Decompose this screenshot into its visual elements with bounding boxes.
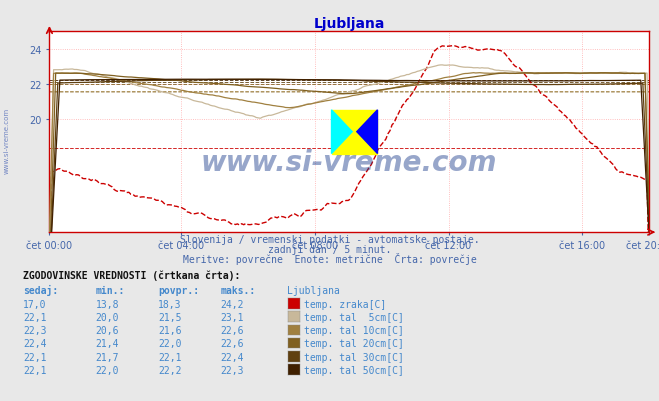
- Text: sedaj:: sedaj:: [23, 285, 58, 296]
- Text: 22,0: 22,0: [158, 338, 182, 348]
- Text: temp. tal 20cm[C]: temp. tal 20cm[C]: [304, 338, 404, 348]
- Text: zadnji dan / 5 minut.: zadnji dan / 5 minut.: [268, 245, 391, 255]
- Text: ZGODOVINSKE VREDNOSTI (črtkana črta):: ZGODOVINSKE VREDNOSTI (črtkana črta):: [23, 270, 241, 281]
- Text: temp. tal  5cm[C]: temp. tal 5cm[C]: [304, 312, 404, 322]
- Bar: [331, 111, 378, 154]
- Text: temp. zraka[C]: temp. zraka[C]: [304, 299, 386, 309]
- Text: 21,4: 21,4: [96, 338, 119, 348]
- Text: 22,1: 22,1: [158, 352, 182, 362]
- Text: temp. tal 10cm[C]: temp. tal 10cm[C]: [304, 325, 404, 335]
- Text: 22,0: 22,0: [96, 365, 119, 375]
- Text: 22,6: 22,6: [221, 338, 244, 348]
- Text: 18,3: 18,3: [158, 299, 182, 309]
- Text: 22,3: 22,3: [221, 365, 244, 375]
- Text: Meritve: povrečne  Enote: metrične  Črta: povrečje: Meritve: povrečne Enote: metrične Črta: …: [183, 253, 476, 265]
- Text: 22,2: 22,2: [158, 365, 182, 375]
- Text: 13,8: 13,8: [96, 299, 119, 309]
- Text: 22,1: 22,1: [23, 352, 47, 362]
- Text: www.si-vreme.com: www.si-vreme.com: [201, 148, 498, 176]
- Text: 22,1: 22,1: [23, 312, 47, 322]
- Text: temp. tal 30cm[C]: temp. tal 30cm[C]: [304, 352, 404, 362]
- Text: 20,6: 20,6: [96, 325, 119, 335]
- Text: 23,1: 23,1: [221, 312, 244, 322]
- Text: 22,6: 22,6: [221, 325, 244, 335]
- Text: temp. tal 50cm[C]: temp. tal 50cm[C]: [304, 365, 404, 375]
- Text: 24,2: 24,2: [221, 299, 244, 309]
- Title: Ljubljana: Ljubljana: [314, 17, 385, 31]
- Polygon shape: [357, 111, 378, 154]
- Polygon shape: [331, 111, 352, 154]
- Text: povpr.:: povpr.:: [158, 286, 199, 296]
- Text: min.:: min.:: [96, 286, 125, 296]
- Text: 17,0: 17,0: [23, 299, 47, 309]
- Text: Ljubljana: Ljubljana: [287, 286, 339, 296]
- Text: 21,7: 21,7: [96, 352, 119, 362]
- Text: maks.:: maks.:: [221, 286, 256, 296]
- Text: www.si-vreme.com: www.si-vreme.com: [3, 107, 10, 173]
- Text: 20,0: 20,0: [96, 312, 119, 322]
- Text: 22,4: 22,4: [23, 338, 47, 348]
- Text: 22,4: 22,4: [221, 352, 244, 362]
- Text: 22,1: 22,1: [23, 365, 47, 375]
- Text: 21,5: 21,5: [158, 312, 182, 322]
- Text: Slovenija / vremenski podatki - avtomatske postaje.: Slovenija / vremenski podatki - avtomats…: [180, 235, 479, 245]
- Text: 21,6: 21,6: [158, 325, 182, 335]
- Text: 22,3: 22,3: [23, 325, 47, 335]
